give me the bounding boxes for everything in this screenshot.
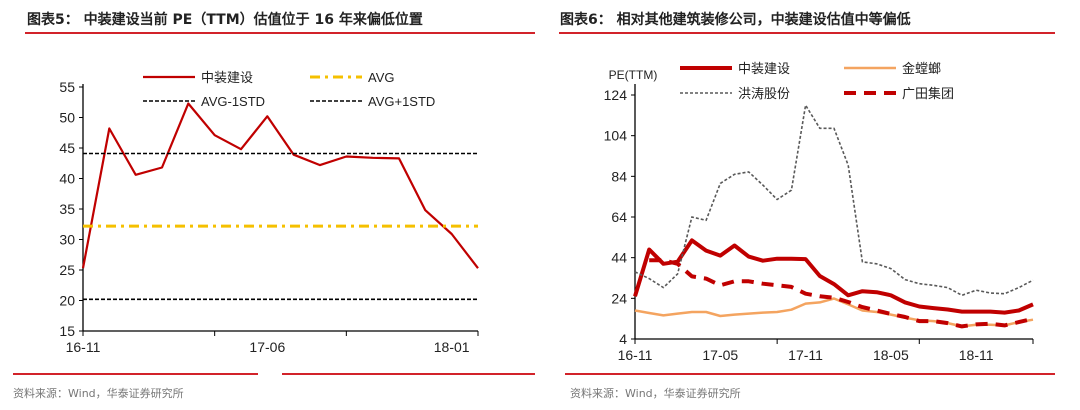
x-tick-label: 18-01	[434, 339, 470, 355]
y-tick-label: 40	[59, 171, 75, 187]
figure-5-source: 资料来源：Wind，华泰证券研究所	[13, 387, 184, 400]
footer-rule	[282, 373, 535, 375]
y-tick-label: 55	[59, 79, 75, 95]
y-tick-label: 104	[604, 128, 628, 144]
figure-6-title: 图表6： 相对其他建筑装修公司，中装建设估值中等偏低	[560, 12, 911, 28]
figure-6-panel: 图表6： 相对其他建筑装修公司，中装建设估值中等偏低 4 24 44 64 84 104 1…	[540, 0, 1080, 410]
y-tick-label: 30	[59, 232, 75, 248]
figure-5-panel: 图表5： 中装建设当前 PE（TTM）估值位于 16 年来偏低位置 15 20 25…	[13, 12, 535, 400]
y-tick-label: 15	[59, 323, 75, 339]
y-axis-label: PE(TTM)	[609, 68, 658, 82]
figure-5-title: 图表5： 中装建设当前 PE（TTM）估值位于 16 年来偏低位置	[27, 12, 423, 28]
figure-5-chart: 15 20 25 30 35 40 45 50 55 16-11 17-06 18-01 中装建设 AVG…	[59, 70, 479, 355]
x-tick-label: 17-11	[788, 347, 823, 363]
y-tick-label: 4	[619, 331, 627, 347]
y-tick-label: 24	[611, 290, 627, 306]
legend-label: AVG+1STD	[368, 94, 435, 109]
y-tick-label: 124	[604, 87, 628, 103]
series-line-3	[634, 104, 1034, 297]
x-tick-label: 17-05	[702, 347, 738, 363]
y-tick-label: 35	[59, 201, 75, 217]
y-tick-label: 25	[59, 262, 75, 278]
x-tick-label: 18-05	[873, 347, 909, 363]
legend-label: 中装建设	[738, 61, 790, 76]
figure-6-source: 资料来源：Wind，华泰证券研究所	[570, 387, 741, 400]
y-tick-label: 84	[611, 168, 627, 184]
legend-label: AVG-1STD	[201, 94, 265, 109]
series-line-1	[633, 238, 1034, 315]
series-line-1	[81, 102, 479, 269]
footer-rule	[13, 373, 258, 375]
figure-6-chart: 4 24 44 64 84 104 124 16-11 17-05 17-11 18-05 18-11…	[604, 61, 1034, 363]
y-tick-label: 20	[59, 293, 75, 309]
title-rule	[559, 32, 1055, 34]
y-tick-label: 45	[59, 140, 75, 156]
title-rule	[25, 32, 535, 34]
legend-label: 金螳螂	[902, 61, 941, 76]
y-tick-label: 64	[611, 209, 627, 225]
y-tick-label: 50	[59, 110, 75, 126]
legend-label: 中装建设	[201, 70, 253, 85]
legend-label: 洪涛股份	[738, 86, 790, 101]
legend-label: AVG	[368, 70, 395, 85]
footer-rule	[565, 373, 1055, 375]
series-line-4	[649, 258, 1034, 329]
x-tick-label: 16-11	[66, 339, 101, 355]
x-tick-label: 18-11	[959, 347, 994, 363]
y-tick-label: 44	[611, 250, 627, 266]
x-tick-label: 17-06	[249, 339, 285, 355]
x-tick-label: 16-11	[618, 347, 653, 363]
legend-label: 广田集团	[902, 86, 954, 101]
